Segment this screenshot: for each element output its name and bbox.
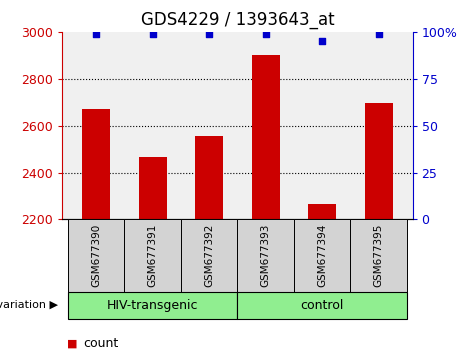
Bar [138, 157, 167, 219]
Point [319, 38, 326, 44]
Point [375, 31, 382, 36]
Text: GSM677394: GSM677394 [317, 224, 327, 287]
Text: count: count [83, 337, 118, 350]
Bar [68, 219, 124, 292]
Title: GDS4229 / 1393643_at: GDS4229 / 1393643_at [141, 11, 334, 29]
Text: GSM677393: GSM677393 [260, 224, 271, 287]
Bar [294, 219, 350, 292]
Bar [237, 292, 407, 319]
Point [93, 31, 100, 36]
Bar [237, 219, 294, 292]
Text: genotype/variation ▶: genotype/variation ▶ [0, 300, 58, 310]
Text: control: control [301, 299, 344, 312]
Bar [124, 219, 181, 292]
Text: GSM677391: GSM677391 [148, 224, 158, 287]
Text: HIV-transgenic: HIV-transgenic [107, 299, 198, 312]
Text: GSM677390: GSM677390 [91, 224, 101, 287]
Point [149, 31, 156, 36]
Bar [350, 219, 407, 292]
Bar [68, 292, 237, 319]
Point [206, 31, 213, 36]
Bar [82, 109, 110, 219]
Bar [365, 103, 393, 219]
Point [262, 31, 269, 36]
Text: GSM677392: GSM677392 [204, 224, 214, 287]
Text: ■: ■ [67, 338, 77, 348]
Bar [195, 136, 223, 219]
Bar [181, 219, 237, 292]
Bar [252, 55, 280, 219]
Text: GSM677395: GSM677395 [374, 224, 384, 287]
Bar [308, 204, 337, 219]
